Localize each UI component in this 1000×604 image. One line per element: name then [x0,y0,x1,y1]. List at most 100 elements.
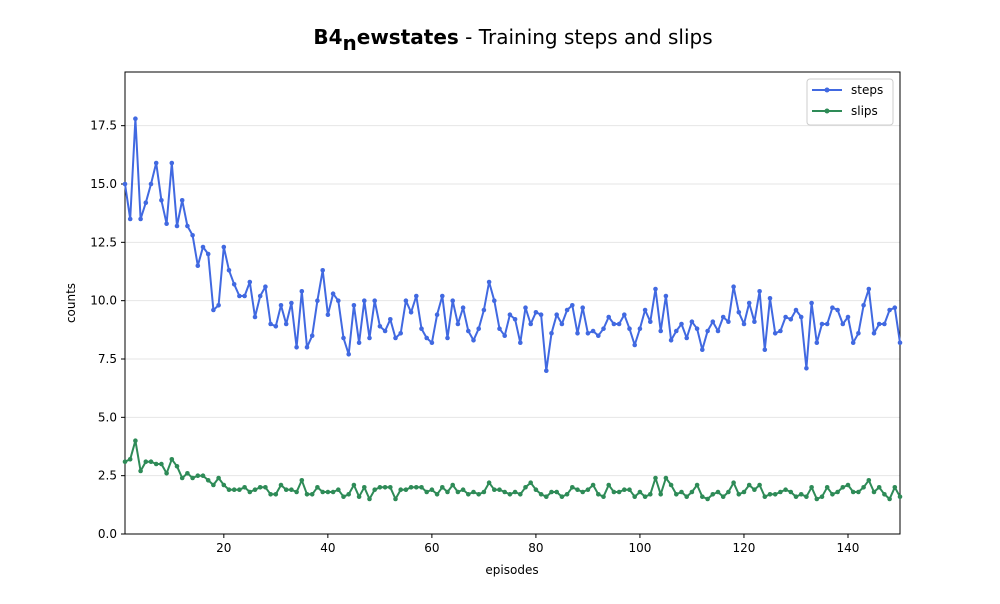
steps-point [466,328,471,334]
steps-point [814,340,820,346]
slips-point [850,489,856,495]
steps-point [512,317,518,322]
steps-point [679,321,684,327]
steps-point [809,300,814,306]
steps-point [575,331,580,336]
slips-point [382,485,388,490]
steps-point [398,331,404,336]
slips-point [304,492,310,497]
slips-point [648,492,653,497]
steps-point [705,328,710,334]
steps-point [325,312,331,318]
steps-point [185,223,190,229]
steps-point [564,307,570,313]
slips-point [403,487,409,493]
y-tick-label: 12.5 [90,235,117,249]
steps-point [798,314,804,320]
steps-point [138,216,143,222]
steps-point [658,328,663,334]
steps-point [544,368,549,374]
steps-point [757,289,762,294]
slips-point [122,459,128,465]
slips-point [263,485,268,490]
slips-point [762,494,768,500]
steps-point [824,321,830,327]
slips-point [731,480,736,486]
slips-point [216,475,221,481]
slips-point [674,492,679,497]
steps-point [528,321,533,327]
legend-steps-marker [824,87,830,93]
slips-point [242,485,247,490]
steps-point [876,321,882,327]
steps-point [783,314,788,320]
slips-point [726,489,731,495]
steps-point [200,244,206,250]
steps-point [304,345,310,350]
slips-point [814,496,820,502]
slips-point [127,457,133,462]
steps-point [283,321,289,327]
chart-title: B4newstates - Training steps and slips [313,25,712,55]
slips-point [705,496,710,502]
steps-point [247,279,253,285]
slips-point [486,480,492,486]
slips-point [809,485,814,490]
steps-point [388,317,393,322]
slips-point [195,473,201,479]
steps-point [252,314,258,320]
y-tick-label: 10.0 [90,294,117,308]
slips-point [466,492,471,497]
steps-point [122,181,128,187]
slips-point [299,478,305,483]
slips-point [325,489,331,495]
slips-point [637,489,643,495]
steps-point [242,293,247,299]
slips-point [518,492,523,497]
steps-point [455,321,461,327]
y-tick-label: 15.0 [90,177,117,191]
y-tick-label: 2.5 [98,469,117,483]
y-axis-label: counts [64,283,78,323]
steps-point [289,300,294,306]
steps-point [663,293,669,299]
steps-point [840,321,846,327]
slips-point [185,471,190,476]
slips-point [200,473,206,479]
slips-point [668,482,674,488]
steps-point [346,352,352,357]
slips-point [611,489,617,495]
x-tick-label: 40 [320,541,335,555]
steps-point [720,314,726,320]
steps-point [788,317,794,322]
slips-point [840,485,846,490]
slips-point [424,489,430,495]
axis-ticks: 0.0 2.5 5.0 7.5 10.0 12.5 15.0 17.5 20 40 60 80 100 1… [90,119,859,555]
steps-point [767,296,773,301]
steps-point [793,307,799,313]
slips-point [283,487,289,493]
steps-point [882,321,887,327]
slips-point [570,485,575,490]
slips-point [528,480,533,486]
slips-point [767,492,773,497]
slips-point [221,482,227,488]
steps-point [434,312,440,318]
slips-point [715,489,721,495]
grid [125,125,900,477]
steps-point [143,200,149,205]
steps-point [804,366,809,371]
steps-point [362,298,367,304]
slips-point [179,475,185,481]
steps-point [460,305,466,311]
steps-point [195,263,201,269]
steps-point [216,303,221,308]
slips-point [549,489,554,495]
slips-point [689,489,695,495]
slips-point [341,494,346,500]
steps-point [486,279,492,285]
y-tick-label: 7.5 [98,352,117,366]
steps-point [533,310,539,315]
steps-point [127,216,133,222]
steps-point [330,291,336,297]
